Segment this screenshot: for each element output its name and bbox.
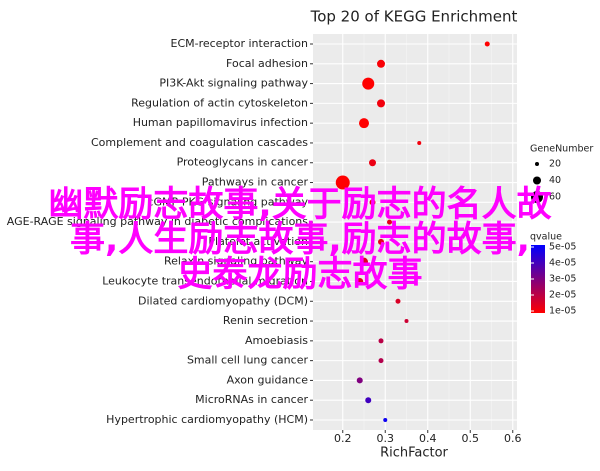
bubble	[395, 298, 401, 304]
size-legend-label: 60	[549, 192, 561, 203]
bubble	[369, 199, 376, 206]
bubble	[378, 338, 384, 344]
y-tick-label: Human papillomavirus infection	[133, 116, 308, 129]
size-legend-dot	[535, 162, 539, 166]
bubble	[404, 319, 409, 324]
y-tick-label: Regulation of actin cytoskeleton	[131, 96, 308, 109]
size-legend-title: GeneNumber	[530, 144, 593, 155]
y-tick-label: PI3K-Akt signaling pathway	[159, 77, 308, 90]
bubble	[377, 99, 385, 108]
bubble	[359, 118, 369, 129]
y-tick-label: Hypertrophic cardiomyopathy (HCM)	[106, 413, 308, 426]
y-tick-label: ECM-receptor interaction	[171, 37, 309, 50]
bubble	[335, 175, 350, 190]
bubble	[484, 41, 490, 47]
size-legend-dot	[531, 191, 543, 203]
color-legend-title: qvalue	[530, 232, 562, 243]
y-tick-label: Leukocyte transendothelial migration	[102, 274, 308, 287]
bubble	[387, 219, 392, 225]
color-legend-label: 4e-05	[549, 258, 576, 269]
bubble	[360, 257, 368, 266]
overlay-text: 史泰龙励志故事	[177, 255, 422, 295]
x-tick-label: 0.5	[462, 432, 480, 445]
bubble	[365, 397, 372, 404]
y-tick-label: cGMP-PKG signaling pathway	[147, 195, 308, 208]
y-tick-label: Platelet activation	[208, 235, 308, 248]
x-axis-title: RichFactor	[380, 446, 448, 461]
bubble	[377, 59, 385, 68]
y-tick-label: AGE-RAGE signaling pathway in diabetic c…	[7, 215, 308, 228]
color-legend-label: 3e-05	[549, 274, 576, 285]
y-tick-label: Relaxin signaling pathway	[164, 255, 309, 268]
y-tick-label: Complement and coagulation cascades	[91, 136, 308, 149]
x-tick-label: 0.6	[504, 432, 522, 445]
color-legend-label: 2e-05	[549, 290, 576, 301]
x-tick-label: 0.2	[334, 432, 352, 445]
size-legend-label: 20	[549, 159, 561, 170]
y-tick-label: Renin secretion	[223, 314, 308, 327]
chart-title: Top 20 of KEGG Enrichment	[310, 8, 518, 26]
bubble	[356, 277, 364, 285]
y-tick-label: Small cell lung cancer	[187, 354, 309, 367]
bubble	[378, 358, 384, 364]
color-legend-label: 1e-05	[549, 306, 576, 317]
overlay-text: 事,人生励志故事,励志的故事,	[70, 220, 530, 260]
y-tick-label: Dilated cardiomyopathy (DCM)	[138, 294, 308, 307]
size-legend-label: 40	[549, 175, 561, 186]
x-tick-label: 0.4	[419, 432, 437, 445]
y-tick-label: Axon guidance	[227, 373, 309, 386]
plot-panel	[313, 34, 517, 430]
bubble	[356, 377, 363, 384]
y-tick-label: Proteoglycans in cancer	[177, 156, 309, 169]
x-tick-label: 0.3	[377, 432, 395, 445]
bubble	[369, 159, 376, 167]
bubble	[362, 77, 375, 90]
y-tick-label: Amoebiasis	[245, 334, 308, 347]
bubble	[383, 418, 388, 422]
bubble	[378, 238, 384, 245]
y-tick-label: Focal adhesion	[226, 57, 308, 70]
color-bar	[531, 245, 545, 313]
color-legend-label: 5e-05	[549, 242, 576, 253]
y-tick-label: Pathways in cancer	[202, 176, 309, 189]
bubble	[417, 140, 422, 145]
size-legend-dot	[533, 176, 541, 185]
y-tick-label: MicroRNAs in cancer	[195, 393, 308, 406]
overlay-text: 幽默励志故事,关于励志的名人故	[48, 185, 551, 225]
